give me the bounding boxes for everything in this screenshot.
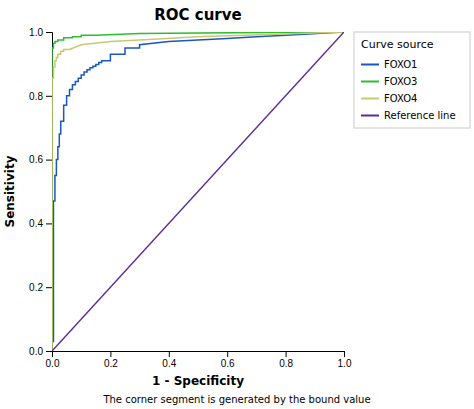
- tick-label: 0.4: [162, 358, 176, 369]
- tick-mark: [46, 287, 52, 288]
- legend-swatch: [361, 98, 379, 100]
- tick-mark: [46, 223, 52, 224]
- tick: 0.6: [221, 351, 235, 369]
- series-line: [52, 32, 344, 351]
- tick-mark: [46, 160, 52, 161]
- tick-label: 1.0: [338, 358, 352, 369]
- tick-label: 0.0: [46, 358, 60, 369]
- y-axis: 0.0 0.2 0.4 0.6 0.8 1.0: [29, 27, 52, 357]
- legend-label: FOXO4: [384, 93, 417, 104]
- lines: [52, 32, 344, 351]
- tick: 0.2: [104, 351, 118, 369]
- y-axis-title: Sensitivity: [3, 155, 17, 227]
- legend-label: Reference line: [384, 110, 456, 121]
- tick-mark: [46, 32, 52, 33]
- tick-label: 0.2: [104, 358, 118, 369]
- legend: Curve source FOXO1 FOXO3 FOXO4 Reference lin…: [354, 32, 470, 128]
- tick: 0.6: [29, 154, 52, 165]
- x-axis-title: 1 - Specificity: [152, 374, 244, 388]
- series-line: [52, 32, 344, 351]
- tick-mark: [169, 351, 170, 357]
- plot: 0.0 0.2 0.4 0.6 0.8 1.0 0.0 0.2 0.4 0.6 0.8 1.0: [29, 27, 352, 369]
- legend-swatch: [361, 115, 379, 117]
- tick: 0.2: [29, 282, 52, 293]
- tick-mark: [46, 351, 52, 352]
- legend-title: Curve source: [361, 38, 434, 51]
- tick-label: 0.8: [29, 91, 43, 102]
- x-axis-line: [53, 352, 345, 358]
- legend-swatch: [361, 81, 379, 83]
- tick-label: 0.6: [29, 154, 43, 165]
- tick: 1.0: [29, 27, 52, 38]
- tick: 1.0: [338, 351, 352, 369]
- legend-box: [354, 32, 470, 128]
- tick: 0.0: [46, 351, 60, 369]
- y-axis-line: [46, 33, 53, 352]
- tick-mark: [344, 351, 345, 357]
- tick-label: 0.2: [29, 282, 43, 293]
- legend-swatch: [361, 64, 379, 66]
- series-line: [52, 32, 344, 351]
- tick: 0.0: [29, 346, 52, 357]
- legend-label: FOXO1: [384, 59, 417, 70]
- footnote: The corner segment is generated by the b…: [102, 394, 370, 405]
- tick: 0.8: [279, 351, 293, 369]
- tick-mark: [110, 351, 111, 357]
- tick-label: 0.4: [29, 218, 43, 229]
- tick: 0.8: [29, 91, 52, 102]
- tick: 0.4: [29, 218, 52, 229]
- tick-mark: [286, 351, 287, 357]
- tick-label: 1.0: [29, 27, 43, 38]
- title: ROC curve: [154, 6, 241, 24]
- legend-label: FOXO3: [384, 76, 417, 87]
- tick-mark: [227, 351, 228, 357]
- tick: 0.4: [162, 351, 176, 369]
- tick-label: 0.0: [29, 346, 43, 357]
- tick-label: 0.6: [221, 358, 235, 369]
- chart: 0.0 0.2 0.4 0.6 0.8 1.0 0.0 0.2 0.4 0.6 0.8 1.0 ROC …: [0, 0, 474, 409]
- x-axis: 0.0 0.2 0.4 0.6 0.8 1.0: [46, 351, 352, 369]
- tick-mark: [46, 96, 52, 97]
- tick-label: 0.8: [279, 358, 293, 369]
- series-line: [52, 32, 344, 341]
